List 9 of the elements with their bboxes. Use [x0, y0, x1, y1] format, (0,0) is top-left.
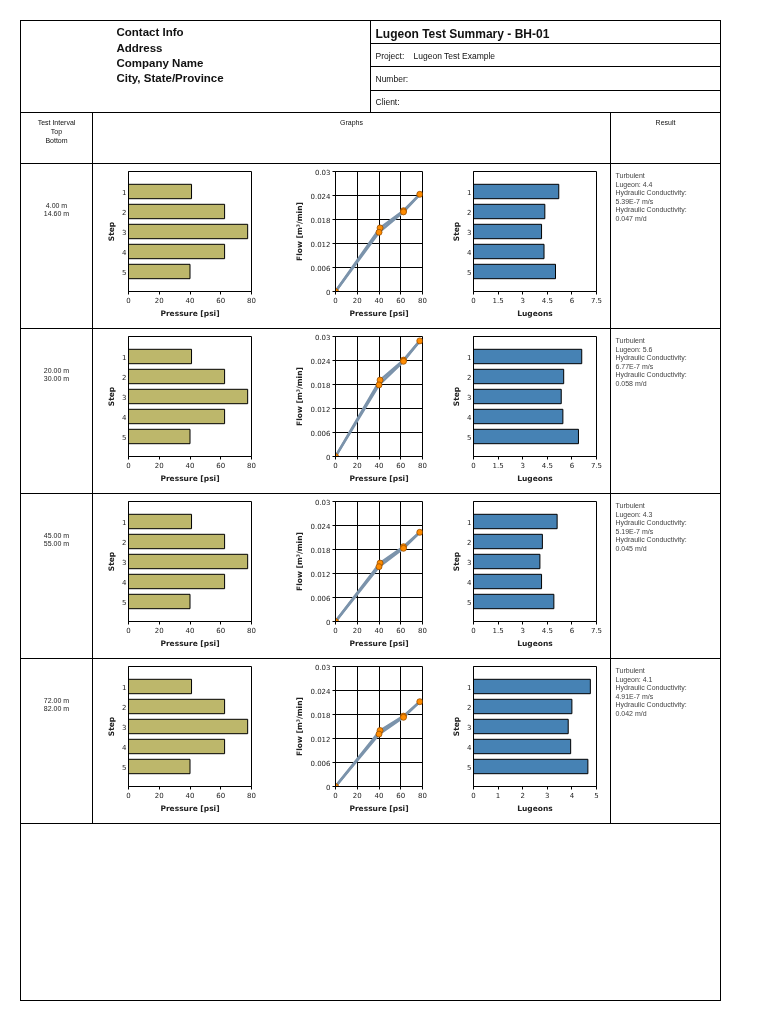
text: Project:: [375, 50, 405, 61]
text: Client:: [375, 96, 400, 107]
text: Number:: [375, 73, 409, 84]
text: Lugeon Test Summary - BH-01: [375, 26, 550, 41]
text: Contact Info: [116, 25, 184, 38]
text: Company Name: [116, 56, 204, 69]
text: Lugeon Test Example: [413, 50, 496, 61]
text: Address: [116, 41, 163, 54]
text: City, State/Province: [116, 71, 224, 84]
